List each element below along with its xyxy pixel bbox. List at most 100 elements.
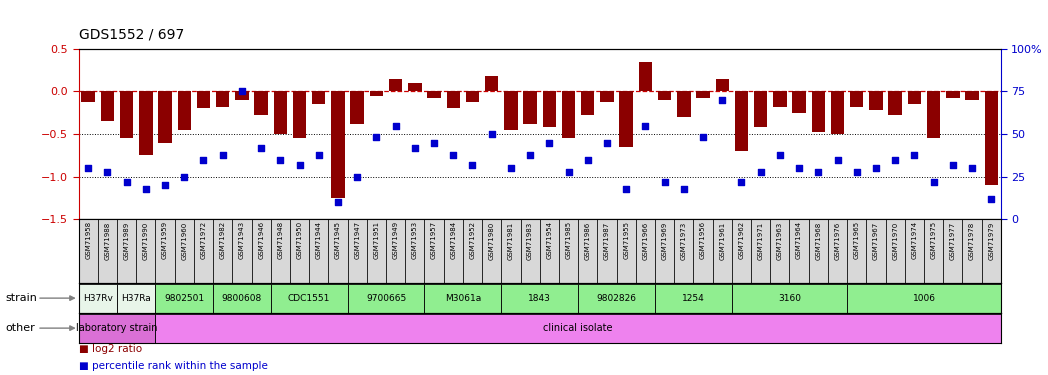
Text: GSM71977: GSM71977 (949, 221, 956, 260)
Text: GSM71971: GSM71971 (758, 221, 764, 260)
Text: GSM71946: GSM71946 (258, 221, 264, 260)
Bar (216, 92, 230, 107)
Text: 9700665: 9700665 (366, 294, 407, 303)
Point (925, 179, 942, 185)
Text: GSM71979: GSM71979 (988, 221, 995, 260)
Text: strain: strain (5, 293, 37, 303)
Bar (694, 219, 713, 283)
Text: GSM71974: GSM71974 (912, 221, 917, 260)
Bar (309, 219, 328, 283)
Bar (559, 219, 578, 283)
Bar (235, 92, 248, 100)
Bar (713, 219, 732, 283)
Bar (965, 92, 979, 100)
Text: GSM71949: GSM71949 (393, 221, 398, 260)
Bar (926, 92, 940, 138)
Bar (194, 219, 213, 283)
Bar (847, 284, 1001, 312)
Point (637, 123, 654, 129)
Bar (754, 92, 767, 127)
Text: GSM71950: GSM71950 (297, 221, 303, 260)
Bar (270, 284, 348, 312)
Bar (350, 92, 364, 124)
Bar (578, 284, 655, 312)
Bar (501, 219, 521, 283)
Text: GSM71960: GSM71960 (181, 221, 188, 260)
Point (80, 165, 96, 171)
Bar (904, 219, 924, 283)
Bar (847, 219, 867, 283)
Bar (117, 284, 155, 312)
Text: laboratory strain: laboratory strain (77, 323, 158, 333)
Bar (424, 219, 443, 283)
Text: GSM71980: GSM71980 (488, 221, 495, 260)
Text: GSM71975: GSM71975 (931, 221, 937, 260)
Point (560, 169, 576, 175)
Bar (943, 219, 962, 283)
Text: GSM71953: GSM71953 (412, 221, 418, 260)
Text: GSM71968: GSM71968 (815, 221, 822, 260)
Text: GSM71959: GSM71959 (162, 221, 168, 260)
Bar (79, 219, 97, 283)
Text: GDS1552 / 697: GDS1552 / 697 (79, 27, 183, 41)
Bar (406, 219, 424, 283)
Point (868, 165, 885, 171)
Bar (79, 314, 155, 342)
Text: GSM71963: GSM71963 (777, 221, 783, 260)
Text: clinical isolate: clinical isolate (544, 323, 613, 333)
Point (137, 186, 154, 192)
Point (522, 152, 539, 157)
Bar (197, 92, 211, 108)
Bar (428, 92, 441, 98)
Text: GSM71964: GSM71964 (796, 221, 802, 260)
Bar (732, 284, 847, 312)
Bar (696, 92, 709, 98)
Point (464, 162, 481, 168)
Text: GSM71986: GSM71986 (585, 221, 591, 260)
Point (483, 131, 500, 137)
Bar (465, 92, 479, 102)
Bar (213, 284, 270, 312)
Point (829, 157, 846, 163)
Text: GSM71985: GSM71985 (566, 221, 571, 260)
Bar (367, 219, 386, 283)
Bar (331, 92, 345, 198)
Bar (117, 219, 136, 283)
Text: GSM71972: GSM71972 (200, 221, 206, 260)
Text: GSM71983: GSM71983 (527, 221, 533, 260)
Text: GSM71984: GSM71984 (451, 221, 456, 260)
Text: GSM71970: GSM71970 (892, 221, 898, 260)
Bar (155, 219, 175, 283)
Point (368, 135, 385, 141)
Text: 9802826: 9802826 (596, 294, 636, 303)
Bar (773, 92, 787, 107)
Bar (501, 284, 578, 312)
Point (771, 152, 788, 157)
Text: GSM71954: GSM71954 (546, 221, 552, 259)
Text: GSM71948: GSM71948 (278, 221, 283, 260)
Bar (962, 219, 982, 283)
Text: GSM71967: GSM71967 (873, 221, 879, 260)
Point (118, 179, 135, 185)
Text: GSM71951: GSM71951 (373, 221, 379, 260)
Text: GSM71988: GSM71988 (105, 221, 110, 260)
Bar (770, 219, 789, 283)
Bar (869, 92, 882, 110)
Text: GSM71952: GSM71952 (470, 221, 476, 259)
Bar (984, 92, 998, 185)
Text: GSM71990: GSM71990 (143, 221, 149, 260)
Bar (601, 92, 614, 102)
Point (695, 135, 712, 141)
Bar (213, 219, 233, 283)
Bar (274, 92, 287, 134)
Bar (158, 92, 172, 142)
Bar (443, 219, 463, 283)
Text: GSM71989: GSM71989 (124, 221, 130, 260)
Point (983, 196, 1000, 202)
Bar (523, 92, 537, 124)
Point (675, 186, 692, 192)
Bar (792, 92, 806, 113)
Bar (543, 92, 556, 127)
Bar (389, 79, 402, 92)
Text: GSM71945: GSM71945 (335, 221, 341, 259)
